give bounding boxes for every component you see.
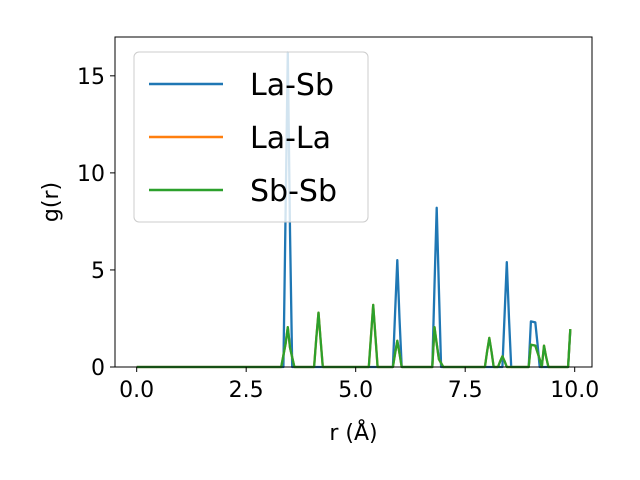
series-line-sb-sb <box>136 303 572 369</box>
x-axis-ticks: 0.0 2.5 5.0 7.5 10.0 <box>119 367 599 403</box>
y-tick-label: 0 <box>91 356 105 381</box>
y-axis-ticks: 0 5 10 15 <box>77 65 115 381</box>
x-tick-label: 5.0 <box>338 378 373 403</box>
y-tick-label: 15 <box>77 65 105 90</box>
y-tick-label: 5 <box>91 259 105 284</box>
legend-label-la-sb: La-Sb <box>250 68 334 103</box>
y-axis-label: g(r) <box>39 182 64 222</box>
legend: La-Sb La-La Sb-Sb <box>133 51 369 223</box>
x-axis-label: r (Å) <box>329 419 377 446</box>
x-tick-label: 2.5 <box>229 378 264 403</box>
legend-box <box>133 51 369 223</box>
plot-frame <box>114 36 593 368</box>
legend-label-la-la: La-La <box>250 121 331 156</box>
x-tick-label: 0.0 <box>119 378 154 403</box>
legend-label-sb-sb: Sb-Sb <box>250 174 337 209</box>
x-tick-label: 7.5 <box>448 378 483 403</box>
x-tick-label: 10.0 <box>550 378 599 403</box>
y-tick-label: 10 <box>77 162 105 187</box>
